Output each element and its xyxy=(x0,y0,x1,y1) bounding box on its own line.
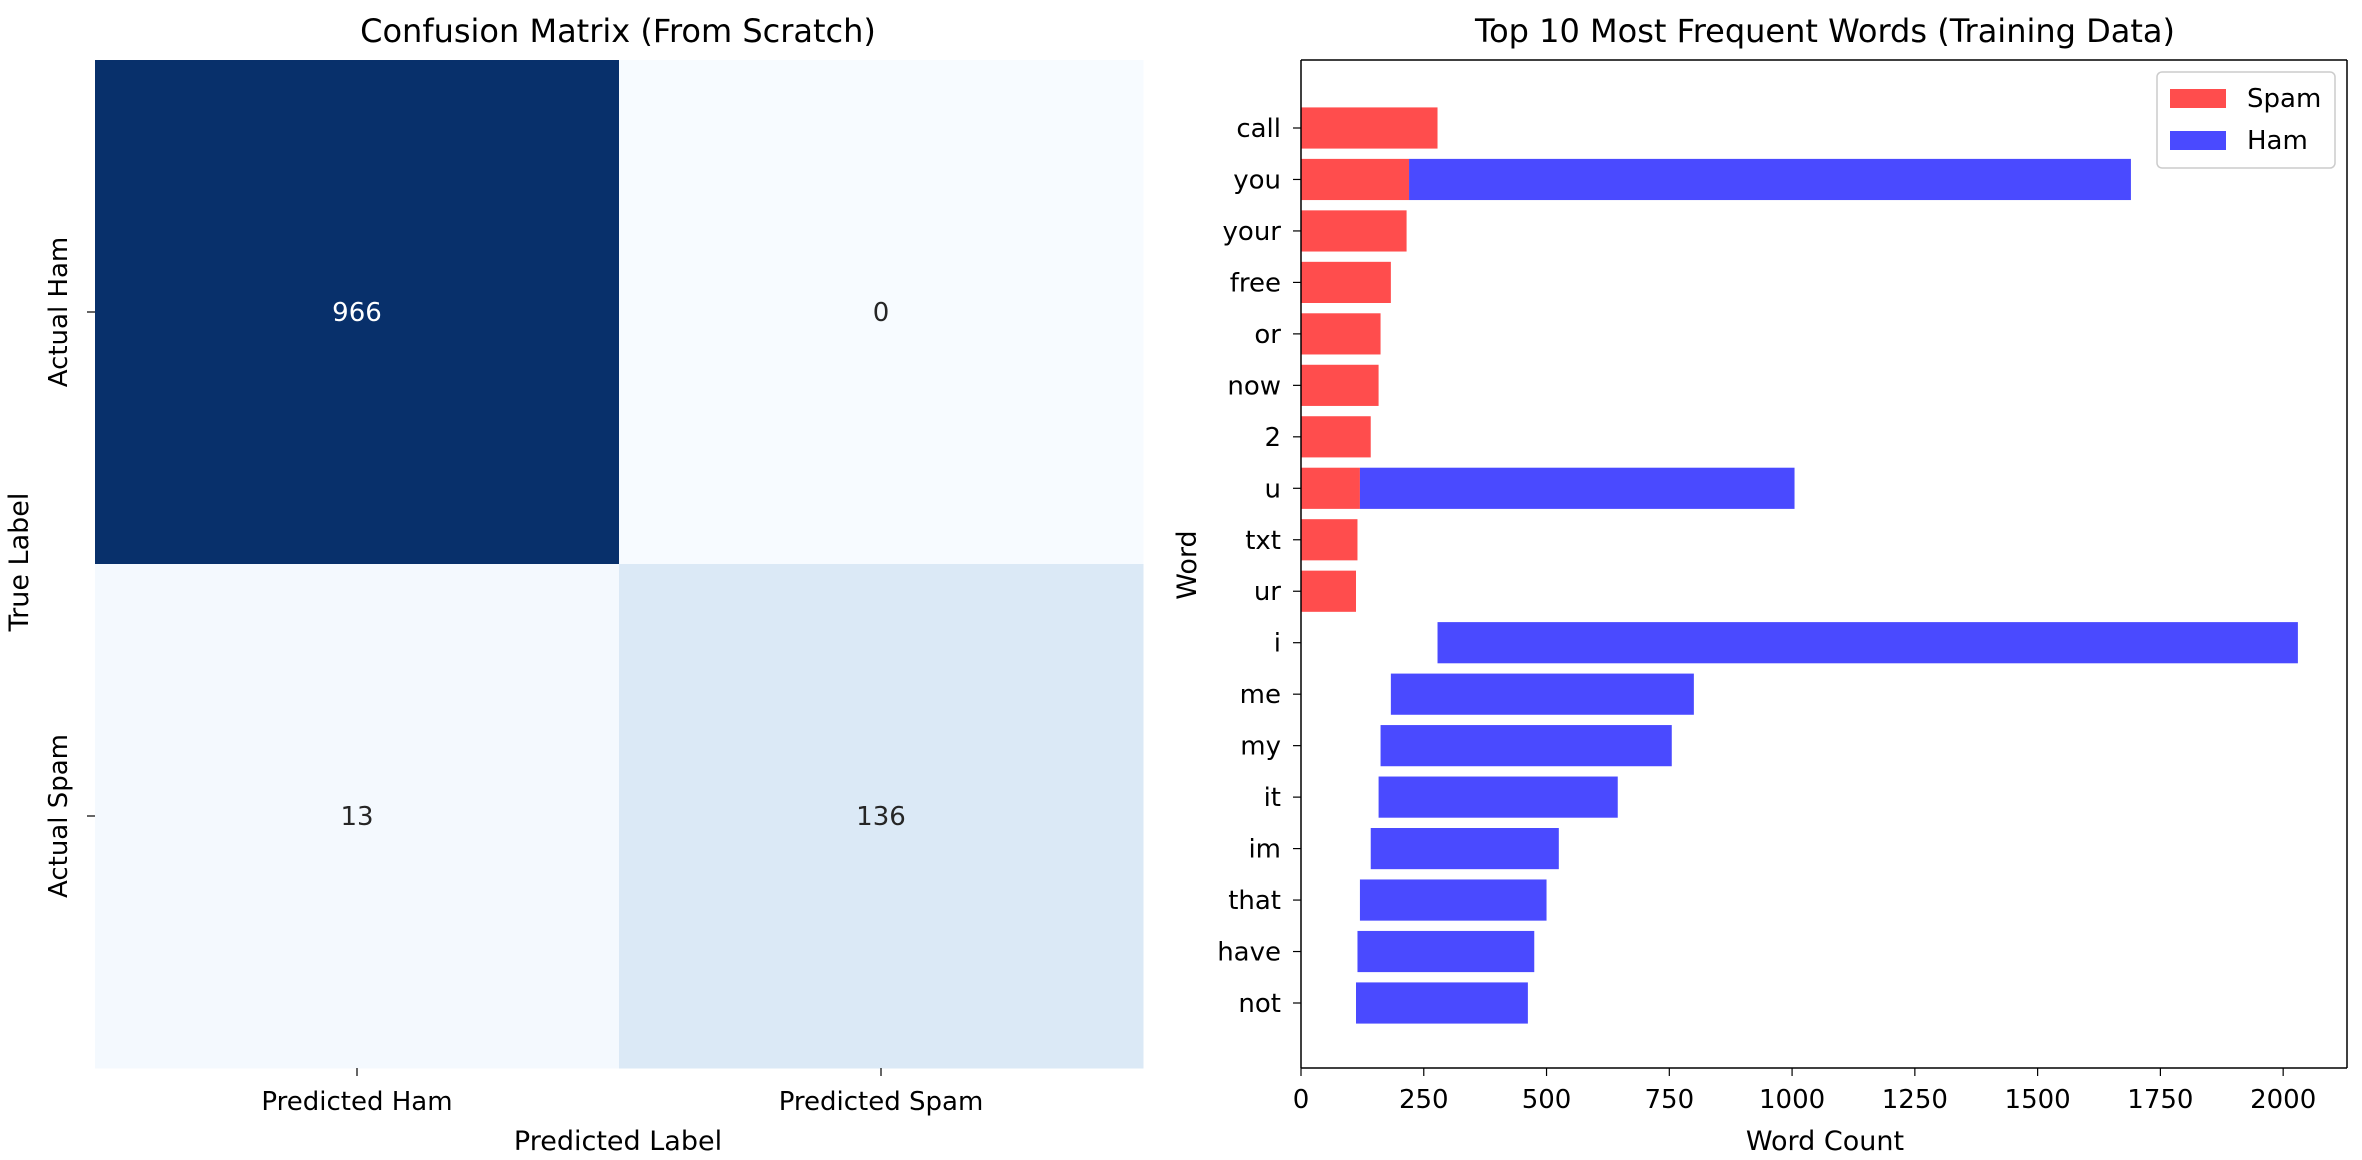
heatmap-cell-1-1 xyxy=(619,564,1144,1069)
bar-chart-title: Top 10 Most Frequent Words (Training Dat… xyxy=(1474,12,2175,50)
bar-spam-or xyxy=(1301,313,1381,355)
heatmap-y-axis-label: True Label xyxy=(4,493,35,633)
heatmap-value-1-1: 136 xyxy=(856,802,906,832)
heatmap-value-0-1: 0 xyxy=(873,298,890,328)
bar-y-tick-label-txt: txt xyxy=(1245,526,1281,556)
bar-ham-not xyxy=(1356,982,1528,1024)
bar-y-tick-label-or: or xyxy=(1254,320,1281,350)
bar-y-tick-label-i: i xyxy=(1274,629,1281,659)
bar-y-tick-label-me: me xyxy=(1240,680,1281,710)
bar-axes: 0 250 500 750 1000 1250 1500 1750 2000 call you you… xyxy=(1217,59,2348,1115)
heatmap-x-axis-label: Predicted Label xyxy=(514,1126,722,1157)
bar-x-tick-label-1250: 1250 xyxy=(1882,1085,1948,1115)
bar-spam-txt xyxy=(1301,519,1358,561)
bar-y-tick-label-u: u xyxy=(1265,474,1281,504)
bar-ham-me xyxy=(1390,673,1694,715)
bar-spam-now xyxy=(1301,364,1379,406)
heatmap-value-0-0: 966 xyxy=(332,298,382,328)
bar-x-tick-label-750: 750 xyxy=(1644,1085,1694,1115)
bar-y-tick-label-im: im xyxy=(1248,835,1281,865)
heatmap-cells: 966 0 13 136 xyxy=(95,60,1144,1069)
legend-label-spam: Spam xyxy=(2247,84,2321,114)
bar-marks xyxy=(1301,107,2298,1024)
bar-ham-that xyxy=(1359,879,1547,921)
confusion-matrix-panel: Confusion Matrix (From Scratch) 966 0 13 13… xyxy=(4,12,1144,1157)
bar-spam-2 xyxy=(1301,416,1371,458)
bar-y-tick-label-now: now xyxy=(1227,371,1281,401)
bar-spam-u xyxy=(1301,467,1360,509)
bar-ham-you xyxy=(1409,158,2131,201)
bar-y-tick-label-you: you xyxy=(1233,165,1281,195)
heatmap-cell-0-1 xyxy=(619,60,1144,565)
bar-spam-call xyxy=(1301,107,1438,149)
bar-y-tick-label-not: not xyxy=(1238,989,1281,1019)
bar-x-tick-label-0: 0 xyxy=(1293,1085,1310,1115)
bar-y-tick-label-that: that xyxy=(1228,886,1281,916)
bar-x-tick-label-500: 500 xyxy=(1522,1085,1572,1115)
bar-spam-ur xyxy=(1301,570,1357,612)
bar-y-tick-label-call: call xyxy=(1236,114,1281,144)
bar-y-tick-label-ur: ur xyxy=(1254,577,1281,607)
heatmap-y-tick-label-actual-spam: Actual Spam xyxy=(44,734,74,898)
bar-y-tick-label-my: my xyxy=(1240,732,1281,762)
heatmap-cell-0-0 xyxy=(95,60,620,565)
bar-ham-have xyxy=(1357,930,1535,973)
bar-x-tick-label-1500: 1500 xyxy=(2005,1085,2071,1115)
heatmap-cell-1-0 xyxy=(95,564,620,1069)
heatmap-x-tick-label-predicted-ham: Predicted Ham xyxy=(261,1087,452,1117)
bar-ham-my xyxy=(1380,725,1672,767)
bar-spam-your xyxy=(1301,210,1407,252)
bar-ham-i xyxy=(1437,622,2298,664)
bar-spam-you xyxy=(1301,158,1410,201)
bar-y-tick-label-have: have xyxy=(1217,938,1281,968)
bar-ham-u xyxy=(1359,467,1795,509)
word-frequency-panel: Top 10 Most Frequent Words (Training Dat… xyxy=(1172,12,2348,1157)
heatmap-value-1-0: 13 xyxy=(340,802,373,832)
bar-x-tick-label-1750: 1750 xyxy=(2127,1085,2193,1115)
bar-y-tick-label-it: it xyxy=(1264,783,1281,813)
bar-x-tick-label-1000: 1000 xyxy=(1759,1085,1825,1115)
bar-ham-it xyxy=(1378,776,1618,818)
legend: Spam Ham xyxy=(2156,71,2336,169)
bar-y-tick-label-your: your xyxy=(1223,217,1282,247)
legend-swatch-ham xyxy=(2170,131,2226,150)
bar-x-tick-label-250: 250 xyxy=(1399,1085,1449,1115)
heatmap-y-tick-label-actual-ham: Actual Ham xyxy=(44,237,74,388)
heatmap-title: Confusion Matrix (From Scratch) xyxy=(360,12,876,50)
legend-swatch-spam xyxy=(2170,89,2226,108)
bar-ham-im xyxy=(1370,828,1559,870)
heatmap-x-tick-label-predicted-spam: Predicted Spam xyxy=(779,1087,984,1117)
bar-spam-free xyxy=(1301,261,1391,303)
bar-x-tick-label-2000: 2000 xyxy=(2250,1085,2316,1115)
bar-y-tick-label-2: 2 xyxy=(1264,423,1281,453)
bar-y-axis-label: Word xyxy=(1172,530,1203,599)
legend-label-ham: Ham xyxy=(2247,126,2308,156)
heatmap-ticks: Predicted Ham Predicted Spam Actual Ham Act… xyxy=(44,237,983,1117)
bar-x-axis-label: Word Count xyxy=(1746,1126,1904,1157)
bar-y-tick-label-free: free xyxy=(1230,268,1281,298)
